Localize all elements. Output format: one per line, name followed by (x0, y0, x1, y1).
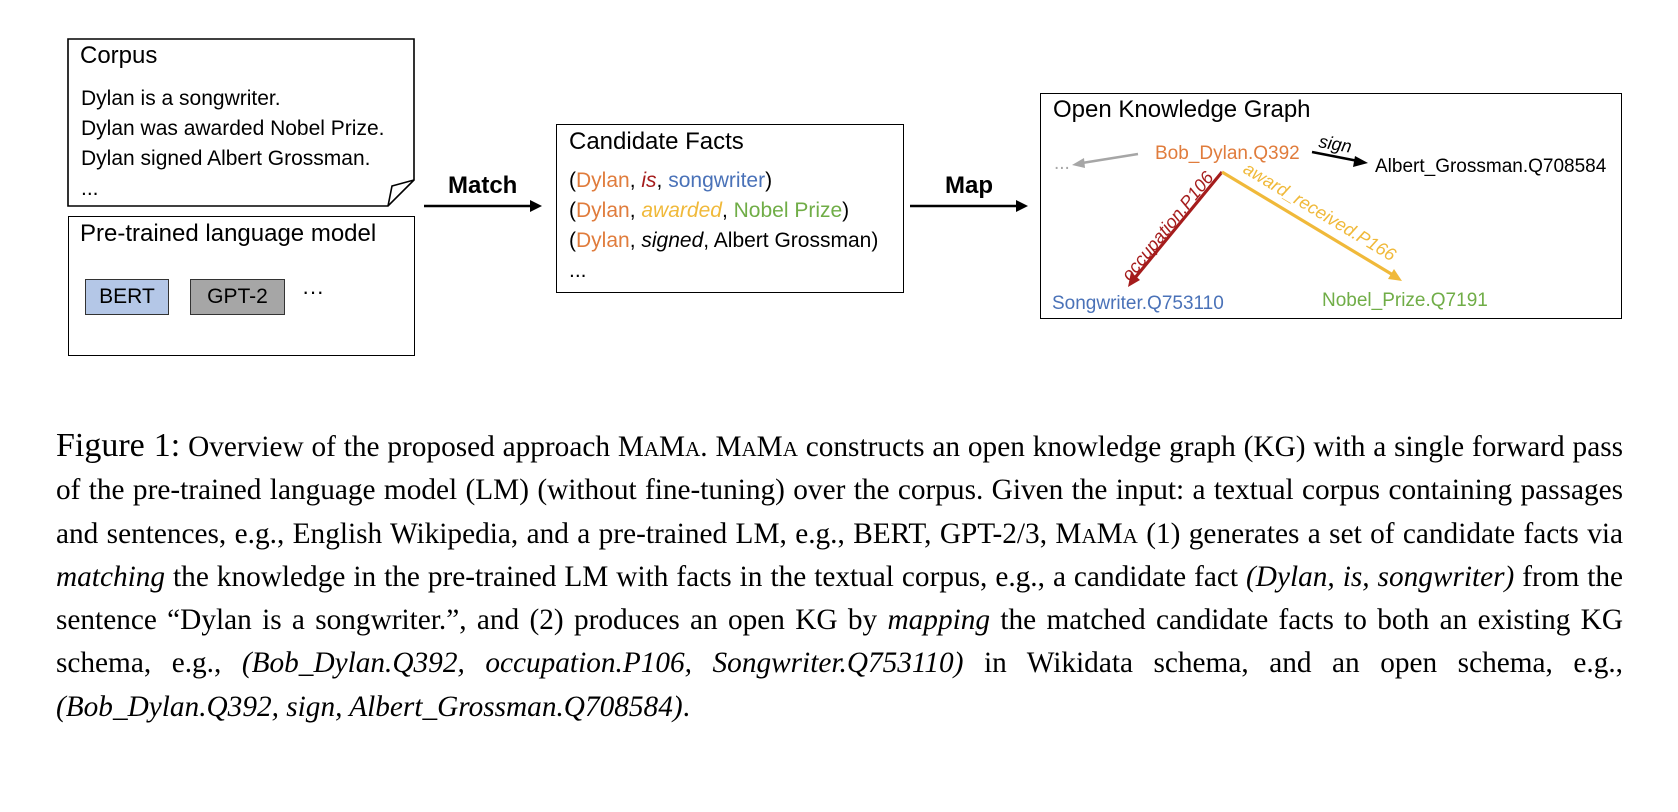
lm-more: ··· (302, 279, 324, 304)
map-label: Map (945, 172, 993, 199)
candidate-title: Candidate Facts (569, 128, 744, 155)
candidate-fact-1: (Dylan, is, songwriter) (569, 169, 773, 192)
lm-title: Pre-trained language model (80, 220, 377, 247)
edge-occupation-head (1128, 272, 1140, 287)
candidate-more: ... (569, 259, 587, 282)
edge-ellipsis-head (1072, 158, 1085, 168)
gpt2-chip: GPT-2 (190, 279, 285, 315)
edge-award-head (1388, 269, 1402, 281)
corpus-line: Dylan is a songwriter. (81, 87, 281, 110)
kg-node-dylan: Bob_Dylan.Q392 (1155, 143, 1300, 164)
match-label: Match (448, 172, 518, 199)
kg-node-songwriter: Songwriter.Q753110 (1052, 293, 1224, 314)
candidate-fact-2: (Dylan, awarded, Nobel Prize) (569, 199, 850, 222)
kg-node-ellipsis: ... (1054, 153, 1070, 174)
corpus-line: ... (81, 177, 99, 200)
candidate-box (556, 124, 904, 293)
figure-caption: Figure 1: Overview of the proposed appro… (56, 427, 1624, 723)
bert-chip: BERT (85, 279, 169, 315)
corpus-line: Dylan was awarded Nobel Prize. (81, 117, 385, 140)
map-arrowhead (1016, 200, 1028, 212)
edge-ellipsis (1081, 152, 1139, 165)
corpus-line: Dylan signed Albert Grossman. (81, 147, 371, 170)
edge-sign (1311, 150, 1359, 163)
match-arrowhead (530, 200, 542, 212)
figure-label: Figure 1: (56, 427, 181, 464)
edge-award (1221, 170, 1394, 277)
edge-sign-head (1353, 156, 1368, 167)
corpus-box-outline (67, 38, 415, 207)
kg-box (1040, 93, 1622, 319)
kg-node-grossman: Albert_Grossman.Q708584 (1375, 156, 1607, 177)
corpus-title: Corpus (80, 42, 158, 69)
candidate-fact-3: (Dylan, signed, Albert Grossman) (569, 229, 879, 252)
kg-node-nobel: Nobel_Prize.Q7191 (1322, 290, 1488, 311)
edge-occupation (1132, 170, 1224, 281)
corpus-dog-ear (387, 179, 415, 207)
kg-title: Open Knowledge Graph (1053, 96, 1311, 123)
